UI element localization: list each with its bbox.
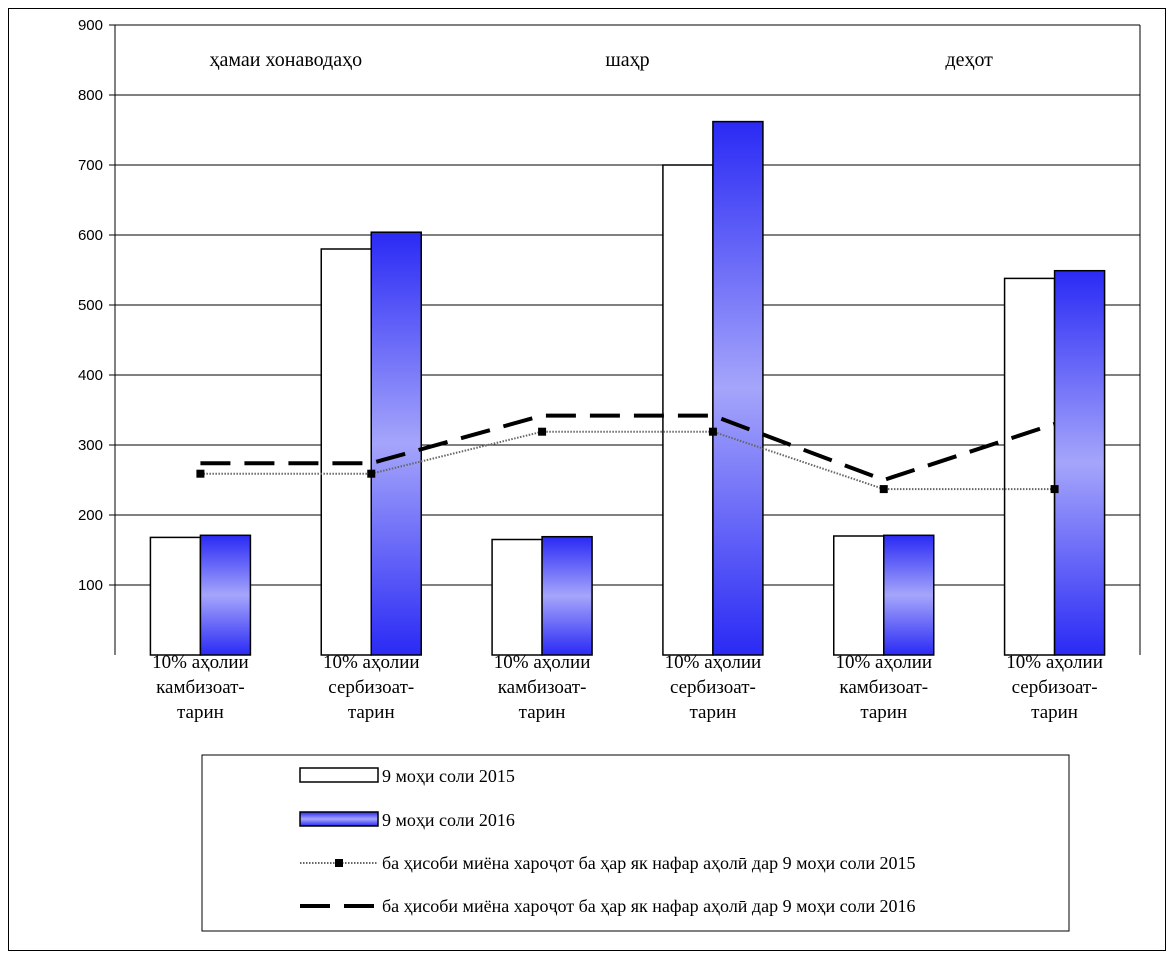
category-label: камбизоат- bbox=[156, 677, 245, 698]
legend-label: 9 моҳи соли 2016 bbox=[382, 810, 515, 830]
y-tick-label: 200 bbox=[78, 507, 103, 524]
lines bbox=[196, 413, 1059, 494]
category-label: тарин bbox=[1031, 702, 1078, 723]
legend-label: ба ҳисоби миёна хароҷот ба ҳар як нафар … bbox=[382, 853, 915, 873]
y-tick-label: 300 bbox=[78, 437, 103, 454]
legend-swatch-2015 bbox=[299, 767, 379, 783]
bar-2016 bbox=[1053, 269, 1106, 656]
series-2016-line bbox=[200, 413, 1056, 483]
bar-2016 bbox=[883, 534, 935, 656]
category-label: тарин bbox=[860, 702, 907, 723]
series-2015-marker bbox=[367, 469, 376, 478]
y-axis: 100 200 300 400 500 600 700 800 900 bbox=[78, 17, 116, 655]
group-label: деҳот bbox=[945, 49, 993, 71]
y-tick-label: 700 bbox=[78, 157, 103, 174]
series-2015-marker bbox=[196, 469, 205, 478]
y-tick-label: 600 bbox=[78, 227, 103, 244]
series-2015-line bbox=[200, 430, 1055, 491]
category-label: тарин bbox=[177, 702, 224, 723]
legend-box bbox=[201, 754, 1070, 932]
legend-label: 9 моҳи соли 2015 bbox=[382, 766, 515, 786]
bar-2015 bbox=[320, 248, 372, 656]
legend-label: ба ҳисоби миёна хароҷот ба ҳар як нафар … bbox=[382, 896, 915, 916]
series-2015-marker bbox=[879, 485, 888, 494]
bar-2015 bbox=[491, 538, 543, 656]
legend: 9 моҳи соли 2015 9 моҳи соли 2016 ба ҳисоб… bbox=[201, 754, 1070, 932]
category-label: 10% аҳолии bbox=[152, 652, 249, 673]
y-tick-label: 800 bbox=[78, 87, 103, 104]
series-2015-marker bbox=[538, 427, 547, 436]
category-label: камбизоат- bbox=[498, 677, 587, 698]
y-tick-label: 400 bbox=[78, 367, 103, 384]
bar-2016 bbox=[712, 120, 764, 656]
category-label: 10% аҳолии bbox=[323, 652, 420, 673]
category-label: 10% аҳолии bbox=[835, 652, 932, 673]
category-label: тарин bbox=[519, 702, 566, 723]
bar-2015 bbox=[662, 164, 714, 656]
legend-marker-2015 bbox=[335, 859, 343, 867]
category-label: сербизоат- bbox=[328, 677, 414, 698]
group-label: шаҳр bbox=[605, 49, 649, 71]
bars bbox=[149, 120, 1106, 656]
gridlines bbox=[115, 24, 1141, 655]
labels: ҳамаи хонаводаҳо шаҳр деҳот 10% аҳолии камби… bbox=[152, 49, 1103, 723]
category-label: камбизоат- bbox=[839, 677, 928, 698]
y-tick-label: 500 bbox=[78, 297, 103, 314]
bar-2016 bbox=[199, 534, 252, 656]
series-2015-marker bbox=[708, 427, 717, 436]
bar-2015 bbox=[149, 536, 202, 656]
category-label: 10% аҳолии bbox=[1006, 652, 1103, 673]
legend-swatch-2016 bbox=[299, 811, 379, 827]
y-tick-label: 100 bbox=[78, 577, 103, 594]
category-label: сербизоат- bbox=[1012, 677, 1098, 698]
category-label: тарин bbox=[690, 702, 737, 723]
category-label: сербизоат- bbox=[670, 677, 756, 698]
y-tick-label: 900 bbox=[78, 17, 103, 34]
category-label: 10% аҳолии bbox=[494, 652, 591, 673]
bar-2016 bbox=[370, 231, 422, 656]
group-label: ҳамаи хонаводаҳо bbox=[210, 49, 363, 71]
series-2015-marker bbox=[1050, 485, 1059, 494]
category-label: тарин bbox=[348, 702, 395, 723]
bar-2015 bbox=[833, 535, 885, 656]
bar-2016 bbox=[541, 535, 593, 656]
bar-2015 bbox=[1003, 277, 1056, 656]
category-label: 10% аҳолии bbox=[665, 652, 762, 673]
